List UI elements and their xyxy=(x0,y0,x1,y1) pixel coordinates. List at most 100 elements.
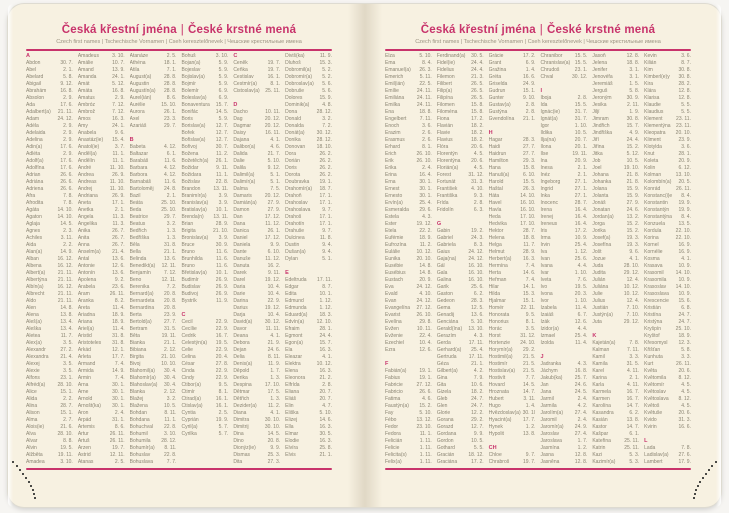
name-day-entry: Aurel(ián) 8. 6. xyxy=(130,95,177,102)
name-day-entry: Amanda 24. 1. xyxy=(78,74,125,81)
first-name: Dobruše xyxy=(285,88,305,94)
first-name: Dalibor(a) xyxy=(233,144,256,150)
footer-rule xyxy=(385,468,691,470)
name-day-date: 2. 6. xyxy=(422,137,432,143)
name-day-entry: Kristýna 24. 7. xyxy=(644,319,691,326)
name-day-entry: Klement 23. 11. xyxy=(644,116,691,123)
name-day-date: 7. 8. xyxy=(629,340,640,346)
name-day-date: 11. 9. xyxy=(319,53,332,59)
name-day-entry: Dona 28. 12. xyxy=(285,109,332,116)
name-day-date: 24. 6. xyxy=(267,347,281,353)
first-name: Abrahám xyxy=(26,88,47,94)
letter-heading: E xyxy=(285,270,289,276)
name-day-entry: Benjamín 7. 12. xyxy=(130,270,177,277)
name-day-date: 23. 6. xyxy=(112,284,125,290)
name-day-entry: Eunika 20. 10. xyxy=(385,256,432,263)
name-day-entry: Gleb 24. 7. xyxy=(437,396,484,403)
name-day-date: 26. 6. xyxy=(60,186,73,192)
name-day-date: 27. 8. xyxy=(215,361,229,367)
name-day-date: 21. 11. xyxy=(57,109,73,115)
name-day-entry: Alex(a) 3. 5. xyxy=(26,340,73,347)
name-day-entry: Irena 16. 4. xyxy=(540,207,587,214)
name-day-date: 27. 7. xyxy=(163,319,177,325)
first-name: Kazi xyxy=(592,452,603,458)
name-day-entry: Alan(a) 14. 9. xyxy=(26,249,73,256)
name-day-date: 16. 6. xyxy=(678,424,691,430)
first-name: Abigail xyxy=(26,81,42,87)
name-day-entry: Kilián 8. 7. xyxy=(644,60,691,67)
name-day-entry: Jáchym 16. 8. xyxy=(540,368,587,375)
name-day-date: 5. 6. xyxy=(322,81,332,87)
first-name: Elizej xyxy=(285,417,298,423)
name-day-date: 29. 2. xyxy=(471,417,484,423)
first-name: Griselda xyxy=(488,81,508,87)
first-name: Dino xyxy=(233,438,244,444)
name-day-entry: Eusébius 14. 8. xyxy=(385,270,432,277)
name-day-entry: Kryšpín 25. 10. xyxy=(644,326,691,333)
first-name: Jozue xyxy=(592,256,606,262)
name-day-entry: Justýn(a) 7. 10. xyxy=(592,312,639,319)
name-day-date: 3. 7. xyxy=(114,144,125,150)
name-day-entry: Květoslav 4. 5. xyxy=(644,389,691,396)
name-day-entry: Joel 19. 10. xyxy=(592,165,639,172)
name-day-date: 23. 11. xyxy=(676,123,691,129)
first-name: Bořek xyxy=(181,130,195,136)
name-day-date: 28. 9. xyxy=(522,249,536,255)
name-day-entry: Bonifác 14. 5. xyxy=(181,109,228,116)
first-name: Havla xyxy=(488,207,502,213)
name-day-entry: Gala 16. 10. xyxy=(437,270,484,277)
name-day-entry: Bohumil 3. 10. xyxy=(130,431,177,438)
name-day-date: 21. 1. xyxy=(319,452,332,458)
name-day-date: 21. 4. xyxy=(112,249,125,255)
name-day-date: 26. 1. xyxy=(267,228,281,234)
name-day-date: 22. 9. xyxy=(215,368,229,374)
first-name: Johana xyxy=(592,172,609,178)
name-day-date: 2. 8. xyxy=(473,200,484,206)
title-czech: Česká křestní jména xyxy=(61,24,177,36)
name-day-entry: Belinda 13. 6. xyxy=(130,256,177,263)
first-name: Felicie xyxy=(385,445,400,451)
first-name: Ilja(na) xyxy=(540,137,556,143)
name-day-date: 10. 12. xyxy=(623,284,640,290)
name-day-date: 17. 7. xyxy=(112,354,125,360)
first-name: Alena xyxy=(26,312,39,318)
first-name: Diana xyxy=(233,410,247,416)
name-day-date: 30. 10. xyxy=(522,410,536,416)
first-name: Felicián xyxy=(385,438,403,444)
name-day-date: 8. 6. xyxy=(114,424,125,430)
name-day-date: 1. 10. xyxy=(574,270,588,276)
name-day-entry: Alexie 3. 5. xyxy=(26,368,73,375)
name-day-date: 5. 10. xyxy=(419,410,432,416)
name-day-entry: Klára 12. 8. xyxy=(644,88,691,95)
name-day-date: 26. 7. xyxy=(112,235,125,241)
name-day-entry: Jan 24. 6. xyxy=(540,382,587,389)
name-day-entry: Eliana 20. 7. xyxy=(285,389,332,396)
name-day-date: 11. 9. xyxy=(268,361,281,367)
name-day-entry: Dan 17. 12. xyxy=(233,214,280,221)
name-day-date: 16. 4. xyxy=(574,214,588,220)
name-day-date: 9. 7. xyxy=(322,207,332,213)
name-day-date: 4. 10. xyxy=(419,291,432,297)
name-day-date: 17. 11. xyxy=(468,354,484,360)
name-day-entry: Deana 4. 1. xyxy=(233,333,280,340)
name-day-date: 5. 9. xyxy=(218,116,229,122)
name-day-entry: Ingeborg 27. 1. xyxy=(540,179,587,186)
first-name: Antonie xyxy=(77,263,95,269)
name-day-date: 24. 7. xyxy=(471,396,484,402)
name-day-date: 26. 1. xyxy=(163,109,177,115)
name-day-entry: Hilar 14. 1. xyxy=(489,284,536,291)
name-day-entry: Božidara 11. 1. xyxy=(181,172,228,179)
name-day-date: 2. 12. xyxy=(163,389,177,395)
name-day-entry: Havel 16. 10. xyxy=(489,200,536,207)
name-day-entry: Felicián 1. 11. xyxy=(385,438,432,445)
name-day-entry: Dolores 15. 9. xyxy=(285,95,332,102)
name-day-entry: Hamilton 29. 3. xyxy=(489,158,536,165)
name-day-date: 15. 3. xyxy=(319,60,332,66)
name-day-entry: Gertruda 17. 11. xyxy=(437,354,484,361)
name-day-date: 1. 3. xyxy=(166,235,177,241)
first-name: Benjamín xyxy=(129,270,151,276)
first-name: Ladislav(a) xyxy=(644,452,669,458)
name-day-date: 11. 4. xyxy=(575,340,588,346)
first-name: Hypolit xyxy=(488,431,504,437)
first-name: Fatima xyxy=(385,396,401,402)
